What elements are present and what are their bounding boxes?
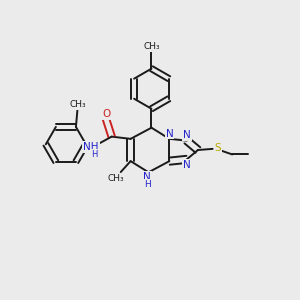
- Text: S: S: [214, 143, 221, 153]
- Text: O: O: [103, 109, 111, 119]
- Text: N: N: [166, 128, 174, 139]
- Text: NH: NH: [83, 142, 99, 152]
- Text: CH₃: CH₃: [70, 100, 86, 109]
- Text: H: H: [91, 150, 98, 159]
- Text: CH₃: CH₃: [108, 173, 124, 182]
- Text: H: H: [144, 180, 151, 189]
- Text: N: N: [183, 130, 191, 140]
- Text: N: N: [143, 172, 151, 182]
- Text: N: N: [183, 160, 191, 170]
- Text: CH₃: CH₃: [143, 42, 160, 51]
